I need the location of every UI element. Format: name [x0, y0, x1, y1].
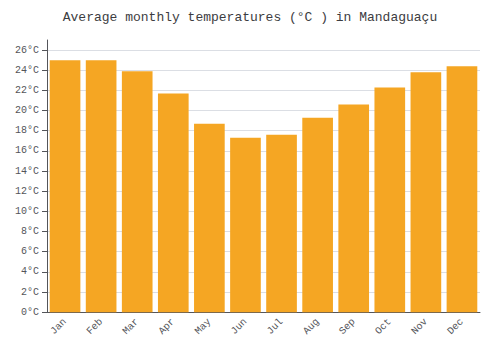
svg-text:Dec: Dec	[445, 316, 465, 336]
svg-text:26°C: 26°C	[15, 45, 39, 56]
svg-text:6°C: 6°C	[21, 246, 39, 257]
svg-text:Jul: Jul	[265, 316, 285, 336]
svg-text:Average monthly temperatures (: Average monthly temperatures (°C ) in Ma…	[63, 10, 437, 25]
svg-text:24°C: 24°C	[15, 65, 39, 76]
svg-text:Nov: Nov	[409, 316, 429, 336]
svg-text:14°C: 14°C	[15, 166, 39, 177]
svg-text:10°C: 10°C	[15, 206, 39, 217]
svg-text:May: May	[193, 316, 213, 336]
svg-text:16°C: 16°C	[15, 145, 39, 156]
svg-text:Aug: Aug	[301, 316, 321, 336]
svg-text:Jun: Jun	[229, 316, 249, 336]
svg-text:12°C: 12°C	[15, 186, 39, 197]
svg-text:2°C: 2°C	[21, 287, 39, 298]
svg-text:22°C: 22°C	[15, 85, 39, 96]
svg-text:20°C: 20°C	[15, 105, 39, 116]
svg-text:Apr: Apr	[157, 316, 177, 336]
svg-text:Oct: Oct	[373, 316, 393, 336]
svg-text:18°C: 18°C	[15, 125, 39, 136]
svg-text:Mar: Mar	[121, 316, 141, 336]
svg-text:Sep: Sep	[337, 316, 357, 336]
svg-text:4°C: 4°C	[21, 266, 39, 277]
svg-text:Feb: Feb	[85, 316, 105, 336]
svg-text:Jan: Jan	[48, 316, 68, 336]
svg-text:0°C: 0°C	[21, 307, 39, 318]
svg-text:8°C: 8°C	[21, 226, 39, 237]
